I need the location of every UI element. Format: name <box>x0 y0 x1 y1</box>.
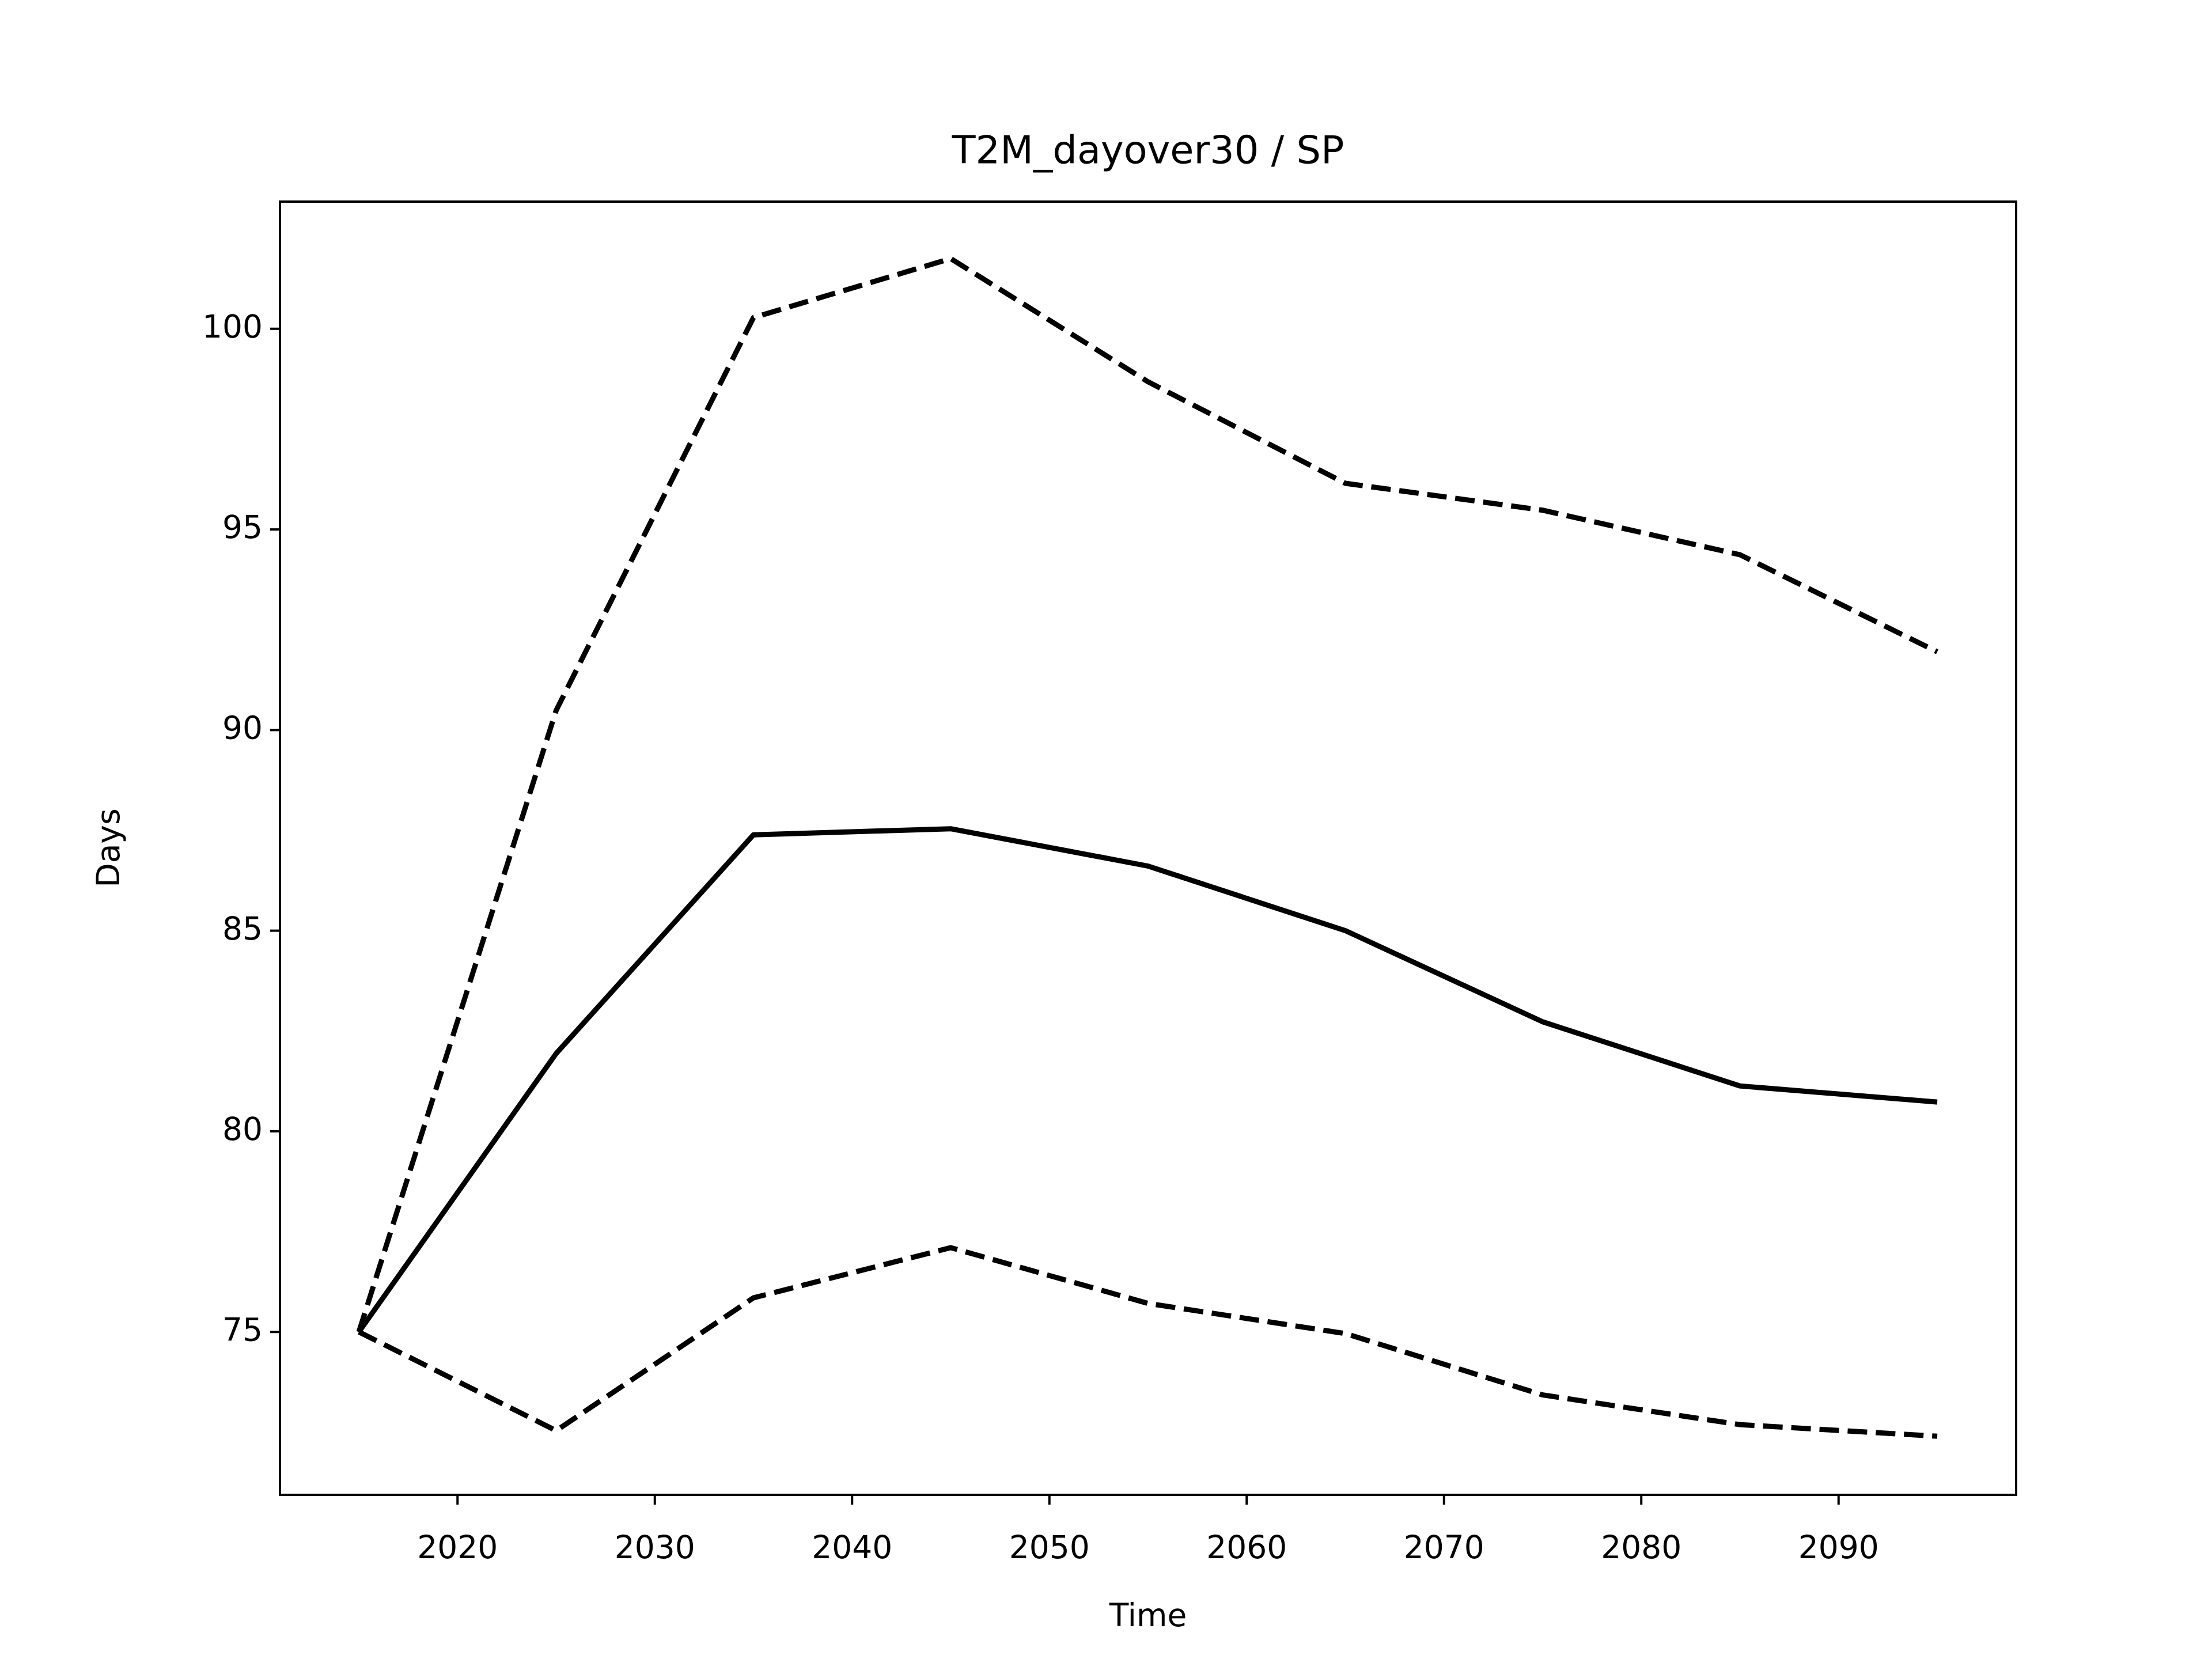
x-axis-label: Time <box>1109 1597 1187 1634</box>
x-tick-label: 2060 <box>1206 1529 1287 1566</box>
y-tick-label: 90 <box>222 710 263 747</box>
series-line <box>357 1245 1938 1439</box>
x-tick-label: 2020 <box>417 1529 498 1566</box>
chart-title: T2M_dayover30 / SP <box>952 128 1344 173</box>
y-tick-label: 80 <box>222 1111 263 1147</box>
y-tick-label: 95 <box>222 509 263 546</box>
x-tick-label: 2030 <box>615 1529 695 1566</box>
x-tick-label: 2090 <box>1798 1529 1879 1566</box>
y-tick-label: 85 <box>222 910 263 947</box>
x-tick-label: 2050 <box>1009 1529 1090 1566</box>
x-tick-label: 2040 <box>812 1529 892 1566</box>
series-line <box>356 256 1938 1333</box>
plot-frame <box>279 200 2017 1496</box>
y-tick-label: 75 <box>222 1311 263 1348</box>
x-tick-label: 2080 <box>1601 1529 1681 1566</box>
y-axis-label: Days <box>90 808 127 887</box>
series-line <box>357 826 1938 1334</box>
y-tick-label: 100 <box>202 308 263 345</box>
x-tick-label: 2070 <box>1404 1529 1484 1566</box>
